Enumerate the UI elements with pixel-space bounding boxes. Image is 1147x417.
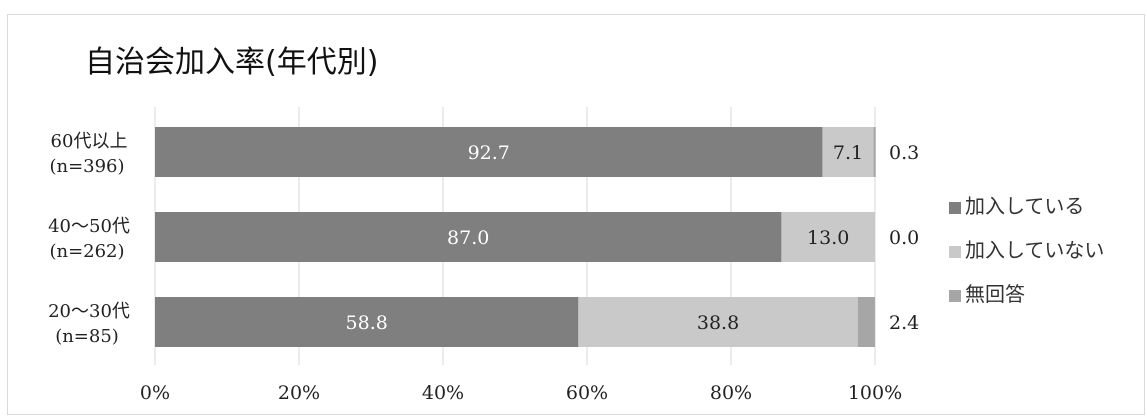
data-label: 7.1 xyxy=(833,142,863,164)
x-tick-label: 20% xyxy=(278,382,320,404)
data-label: 92.7 xyxy=(468,142,510,164)
category-sample-size: (n=85) xyxy=(55,326,119,347)
legend-swatch xyxy=(949,290,961,302)
category-sample-size: (n=262) xyxy=(49,241,124,262)
x-axis-ticks: 0% 20% 40% 60% 80% 100% xyxy=(140,382,902,404)
data-label: 38.8 xyxy=(697,312,739,334)
legend-label: 加入している xyxy=(965,194,1084,218)
data-label: 0.0 xyxy=(889,227,919,249)
chart-svg: 自治会加入率(年代別) 92.7 7.1 0.3 87.0 13.0 0.0 58.8 38.… xyxy=(48,45,1104,404)
bars: 92.7 7.1 0.3 87.0 13.0 0.0 58.8 38.8 2.4 xyxy=(155,127,919,347)
bar-segment xyxy=(578,297,858,347)
x-tick-label: 100% xyxy=(848,382,902,404)
x-tick-label: 40% xyxy=(422,382,464,404)
data-label: 58.8 xyxy=(346,312,388,334)
legend-label: 加入していない xyxy=(965,238,1104,262)
bar-segment xyxy=(822,127,874,177)
x-tick-label: 0% xyxy=(140,382,170,404)
legend-label: 無回答 xyxy=(965,282,1025,306)
category-labels: 60代以上 (n=396) 40～50代 (n=262) 20～30代 (n=85) xyxy=(48,131,130,347)
category-label: 40～50代 xyxy=(48,216,130,237)
x-tick-label: 60% xyxy=(566,382,608,404)
data-label: 0.3 xyxy=(889,142,919,164)
bar-segment xyxy=(781,212,875,262)
bar-segment xyxy=(857,297,875,347)
bar-segment xyxy=(873,127,876,177)
chart-title: 自治会加入率(年代別) xyxy=(85,45,378,80)
bar-segment xyxy=(155,212,782,262)
bar-segment xyxy=(155,297,579,347)
category-label: 20～30代 xyxy=(48,301,130,322)
category-sample-size: (n=396) xyxy=(49,156,124,177)
x-tick-label: 80% xyxy=(710,382,752,404)
legend-swatch xyxy=(949,246,961,258)
bar-segment xyxy=(155,127,823,177)
data-label: 13.0 xyxy=(807,227,849,249)
chart-frame: 自治会加入率(年代別) 92.7 7.1 0.3 87.0 13.0 0.0 58.8 38.… xyxy=(7,14,1145,415)
category-label: 60代以上 xyxy=(51,131,128,152)
legend-swatch xyxy=(949,202,961,214)
data-label: 87.0 xyxy=(447,227,489,249)
data-label: 2.4 xyxy=(889,312,919,334)
